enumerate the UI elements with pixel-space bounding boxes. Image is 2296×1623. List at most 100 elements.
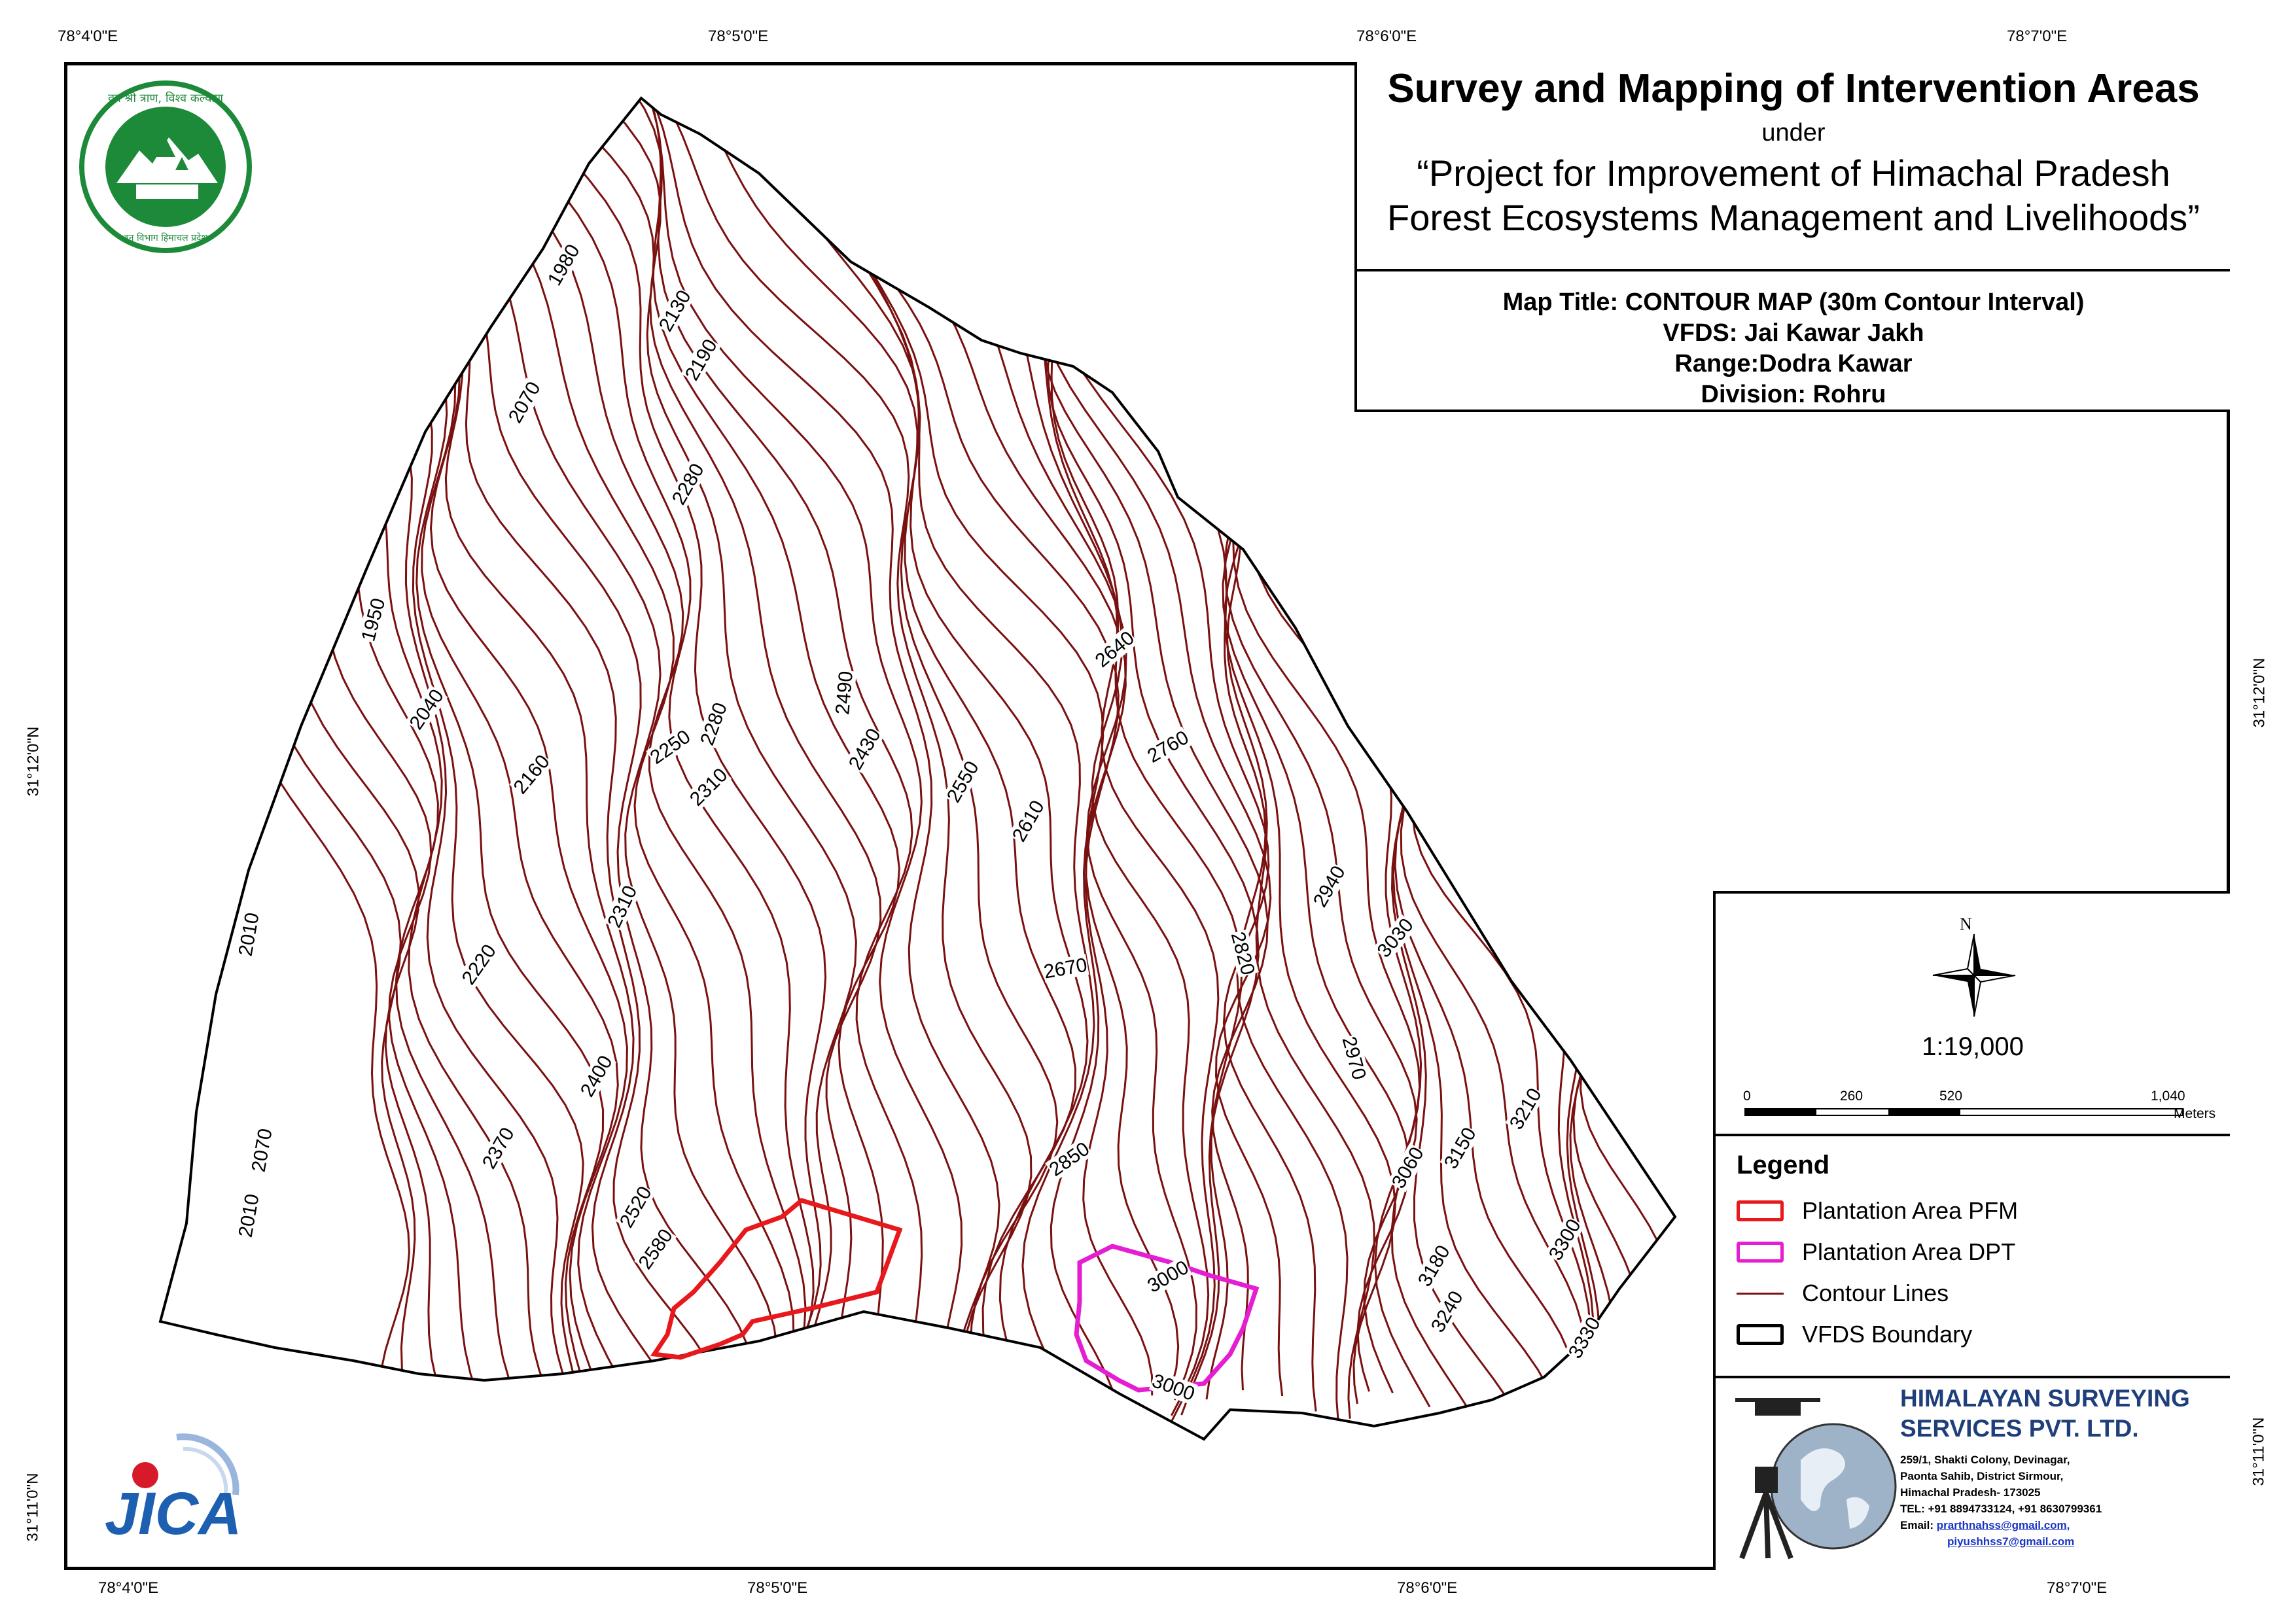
contour-label: 2490 [832,670,857,715]
contour-label-bg [685,763,732,811]
contour-label-bg [832,669,857,716]
contour-label: 2820 [1227,930,1259,977]
title-box: Survey and Mapping of Intervention Areas… [1354,62,2230,271]
project-title-line1: “Project for Improvement of Himachal Pra… [1417,152,2170,194]
graticule-top-3: 78°6'0"E [1356,27,1417,45]
north-arrow-icon [1932,934,2016,1017]
contour-line [701,108,1059,1392]
contour-line [998,113,1269,1391]
contour-label-bg [1373,914,1418,962]
legend-item-pfm: Plantation Area PFM [1737,1196,2195,1225]
contour-label-bg [667,459,709,509]
contour-label-bg [543,240,584,290]
contour-line [237,103,556,1409]
contour-line [797,98,1095,1423]
company-name-line1: HIMALAYAN SURVEYING [1900,1385,2190,1412]
contour-label: 2310 [686,764,732,811]
contour-label: 2280 [696,700,732,748]
contour-line [809,113,1154,1396]
map-frame [64,62,2230,1570]
contour-line [409,100,779,1398]
contour-label-bg [1045,1138,1094,1181]
map-title: Map Title: CONTOUR MAP (30m Contour Inte… [1502,288,2085,316]
scalebar-tick-520: 520 [1939,1089,1963,1104]
vfds-boundary [158,96,1677,1441]
legend-swatch-vfds [1737,1324,1784,1345]
contour-label-bg [1505,1084,1546,1134]
graticule-bottom-4: 78°7'0"E [2047,1579,2108,1597]
scalebar [1744,1108,2183,1116]
contour-label: 3060 [1388,1143,1428,1192]
legend-swatch-pfm [1737,1200,1784,1221]
contour-label: 2640 [1091,627,1139,672]
contour-label-bg [1413,1241,1455,1291]
contour-label: 2760 [1144,727,1192,767]
legend-label-contour: Contour Lines [1802,1280,1949,1306]
contour-label-bg [504,377,545,427]
contour-label-bg [1148,1369,1198,1405]
contour-label: 2580 [635,1225,677,1274]
contour-label-bg [680,335,722,385]
scalebar-unit: Meters [2174,1106,2216,1121]
company-tel: TEL: +91 8894733124, +91 8630799361 [1900,1503,2102,1515]
company-email-prefix: Email: [1900,1519,1937,1531]
contour-label-bg [1042,954,1089,983]
contour-label-bg [1439,1123,1481,1173]
scalebar-tick-0: 0 [1743,1089,1751,1104]
contour-label: 2670 [1042,954,1089,983]
contour-label: 3330 [1564,1314,1605,1362]
contour-label-bg [844,724,885,774]
contour-label-bg [1387,1143,1428,1193]
company-address-line1: 259/1, Shakti Colony, Devinagar, [1900,1454,2070,1466]
contour-label-bg [509,750,554,798]
contour-label: 2280 [668,460,709,508]
contour-label-bg [654,286,696,336]
contour-line [646,98,963,1421]
forest-logo-name: वन विभाग हिमाचल प्रदेश [124,232,208,243]
legend-label-vfds: VFDS Boundary [1802,1321,1973,1348]
contour-label-bg [1008,796,1049,846]
company-address-line3: Himachal Pradesh- 173025 [1900,1486,2041,1499]
contour-label-bg [457,940,501,989]
contour-label: 1950 [357,596,389,644]
contour-line [367,98,643,1423]
contour-label-bg [576,1051,617,1101]
contour-label: 2970 [1338,1034,1370,1082]
scalebar-tick-1040: 1,040 [2151,1089,2185,1104]
legend-title: Legend [1737,1151,1830,1179]
contour-label-bg [634,1225,677,1274]
forest-logo-motto: वन श्री त्राण, विश्व कल्याण [108,91,224,105]
contour-line [1071,107,1396,1405]
contour-label: 2070 [248,1127,277,1174]
contour-label-bg [646,725,695,769]
legend-item-contour: Contour Lines [1737,1279,2195,1308]
contour-line [416,98,795,1414]
company-name-line2: SERVICES PVT. LTD. [1900,1415,2139,1442]
surveyor-logo [1735,1398,1897,1560]
scalebar-tick-260: 260 [1840,1089,1863,1104]
graticule-bottom-1: 78°4'0"E [98,1579,159,1597]
scale-ratio: 1:19,000 [1922,1032,2024,1061]
main-title: Survey and Mapping of Intervention Areas [1387,66,2200,111]
contour-label-bg [1143,1256,1193,1297]
company-email-line2: piyushhss7@gmail.com [1900,1533,2102,1550]
contour-label: 2130 [655,287,696,335]
contour-label-bg [478,1123,519,1173]
contour-label: 2040 [406,686,448,734]
contour-label: 2430 [845,725,885,773]
contour-label: 2850 [1046,1138,1094,1181]
vfds-name: VFDS: Jai Kawar Jakh [1663,319,1924,347]
company-address: 259/1, Shakti Colony, Devinagar, Paonta … [1900,1452,2102,1550]
contour-label-bg [1544,1215,1585,1265]
company-name: HIMALAYAN SURVEYING SERVICES PVT. LTD. [1900,1384,2190,1444]
range-name: Range:Dodra Kawar [1674,350,1913,377]
company-email-1[interactable]: prarthnahss@gmail.com, [1936,1519,2070,1531]
legend-label-dpt: Plantation Area DPT [1802,1238,2016,1265]
contour-label-bg [1227,929,1259,978]
graticule-top-2: 78°5'0"E [708,27,769,45]
company-email-2[interactable]: piyushhss7@gmail.com [1947,1535,2075,1548]
contour-line [160,113,410,1392]
contour-label: 3240 [1427,1287,1468,1336]
contour-line [270,110,584,1391]
graticule-top-4: 78°7'0"E [2007,27,2068,45]
